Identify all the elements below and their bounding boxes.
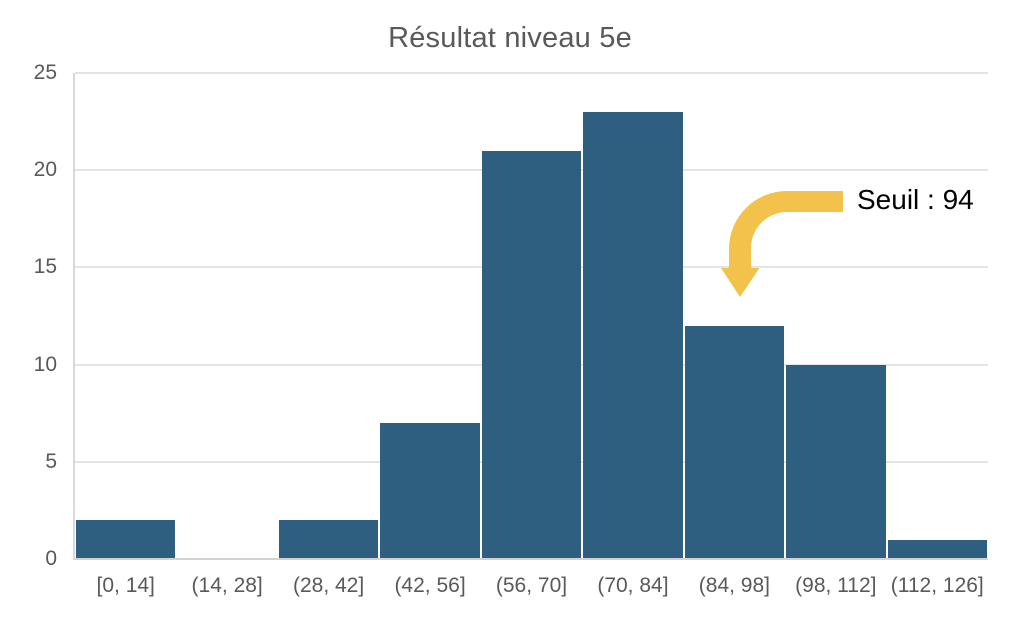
y-tick-label-15: 15 [33, 255, 57, 279]
bar-(84, 98] [684, 325, 785, 559]
gridline-25 [75, 72, 988, 74]
bar-(56, 70] [481, 150, 582, 559]
x-tick-label-0: [0, 14] [96, 574, 155, 597]
bar-(42, 56] [380, 422, 480, 559]
annotation-label: Seuil : 94 [857, 184, 974, 215]
y-tick-label-5: 5 [45, 449, 57, 473]
chart-title: Résultat niveau 5e [388, 22, 632, 54]
plot-area [75, 72, 988, 559]
x-tick-label-6: (84, 98] [698, 574, 770, 597]
x-tick-label-2: (28, 42] [292, 574, 365, 597]
y-tick-label-0: 0 [45, 547, 57, 570]
x-tick-label-7: (98, 112] [795, 574, 877, 597]
bar-[0, 14] [76, 520, 176, 559]
bar-(112, 126] [887, 539, 987, 559]
y-axis-tick-labels: 0 5 10 15 20 25 [0, 0, 57, 628]
x-tick-label-4: (56, 70] [495, 574, 568, 597]
bar-(70, 84] [583, 111, 683, 559]
bar-(28, 42] [278, 520, 379, 559]
x-tick-label-8: (112, 126] [890, 574, 984, 597]
x-tick-label-3: (42, 56] [394, 574, 466, 597]
y-tick-label-20: 20 [33, 158, 57, 182]
x-axis-line [75, 558, 988, 560]
y-axis-line [73, 73, 75, 560]
bar-(98, 112] [786, 364, 886, 559]
x-tick-label-1: (14, 28] [191, 574, 263, 597]
x-axis-tick-labels: [0, 14] (14, 28] (28, 42] (42, 56] (56, 70] (… [75, 574, 988, 604]
y-tick-label-10: 10 [33, 352, 57, 376]
y-tick-label-25: 25 [33, 61, 57, 84]
x-tick-label-5: (70, 84] [597, 574, 669, 597]
